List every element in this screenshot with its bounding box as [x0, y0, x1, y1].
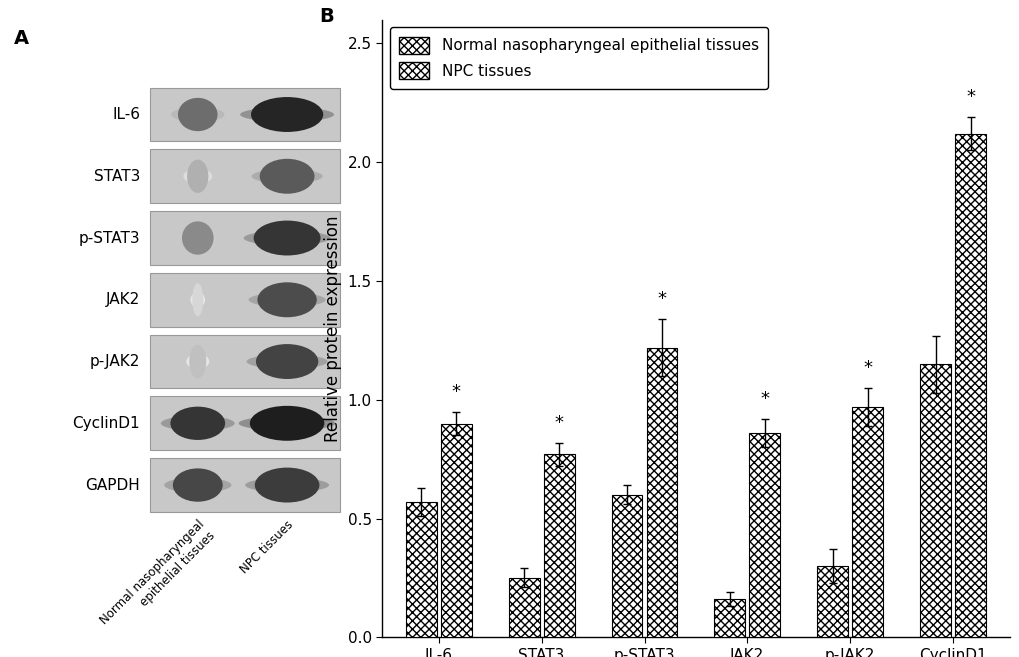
Text: p-JAK2: p-JAK2 — [90, 354, 141, 369]
Text: IL-6: IL-6 — [112, 107, 141, 122]
Bar — [150, 211, 340, 265]
Bar — [150, 334, 340, 388]
Ellipse shape — [178, 98, 217, 131]
Text: *: * — [451, 383, 461, 401]
Legend: Normal nasopharyngeal epithelial tissues, NPC tissues: Normal nasopharyngeal epithelial tissues… — [389, 28, 767, 89]
Bar — [543, 455, 574, 637]
Bar — [150, 458, 340, 512]
Ellipse shape — [171, 107, 224, 122]
Bar — [150, 87, 340, 141]
Ellipse shape — [181, 221, 213, 255]
Bar — [508, 578, 539, 637]
Ellipse shape — [244, 231, 330, 245]
Ellipse shape — [161, 416, 234, 431]
Bar — [713, 599, 745, 637]
Bar — [150, 396, 340, 450]
Bar — [955, 134, 985, 637]
Ellipse shape — [249, 292, 325, 307]
Ellipse shape — [164, 478, 231, 493]
Text: CyclinD1: CyclinD1 — [72, 416, 141, 431]
Bar — [611, 495, 642, 637]
Text: *: * — [965, 89, 974, 106]
Ellipse shape — [191, 292, 205, 307]
Text: p-STAT3: p-STAT3 — [78, 231, 141, 246]
Bar — [150, 273, 340, 327]
Ellipse shape — [176, 231, 219, 246]
Text: *: * — [862, 359, 871, 377]
Text: STAT3: STAT3 — [94, 169, 141, 184]
Ellipse shape — [238, 416, 335, 430]
Bar — [749, 433, 780, 637]
Ellipse shape — [260, 159, 314, 194]
Text: NPC tissues: NPC tissues — [238, 518, 296, 576]
Ellipse shape — [256, 344, 318, 379]
Ellipse shape — [247, 354, 327, 369]
Ellipse shape — [186, 354, 209, 369]
Bar — [406, 502, 436, 637]
Text: GAPDH: GAPDH — [86, 478, 141, 493]
Ellipse shape — [252, 169, 322, 183]
Bar — [852, 407, 882, 637]
Text: A: A — [13, 29, 29, 48]
Bar — [440, 424, 471, 637]
Ellipse shape — [239, 107, 334, 122]
Ellipse shape — [255, 468, 319, 503]
Ellipse shape — [190, 345, 206, 378]
Text: *: * — [759, 390, 768, 408]
Ellipse shape — [257, 283, 317, 317]
Text: JAK2: JAK2 — [106, 292, 141, 307]
Bar — [919, 364, 950, 637]
Ellipse shape — [245, 478, 329, 492]
Bar — [816, 566, 848, 637]
Ellipse shape — [172, 468, 222, 502]
Ellipse shape — [250, 406, 324, 441]
Ellipse shape — [186, 160, 208, 193]
Ellipse shape — [251, 97, 323, 132]
Bar — [150, 149, 340, 203]
Text: Normal nasopharyngeal
epithelial tissues: Normal nasopharyngeal epithelial tissues — [98, 518, 217, 638]
Text: B: B — [319, 7, 334, 26]
Ellipse shape — [254, 221, 320, 256]
Y-axis label: Relative protein expression: Relative protein expression — [324, 215, 341, 442]
Text: *: * — [554, 414, 564, 432]
Ellipse shape — [170, 407, 225, 440]
Ellipse shape — [183, 169, 212, 184]
Text: *: * — [657, 290, 665, 308]
Bar — [646, 348, 677, 637]
Ellipse shape — [193, 283, 203, 317]
